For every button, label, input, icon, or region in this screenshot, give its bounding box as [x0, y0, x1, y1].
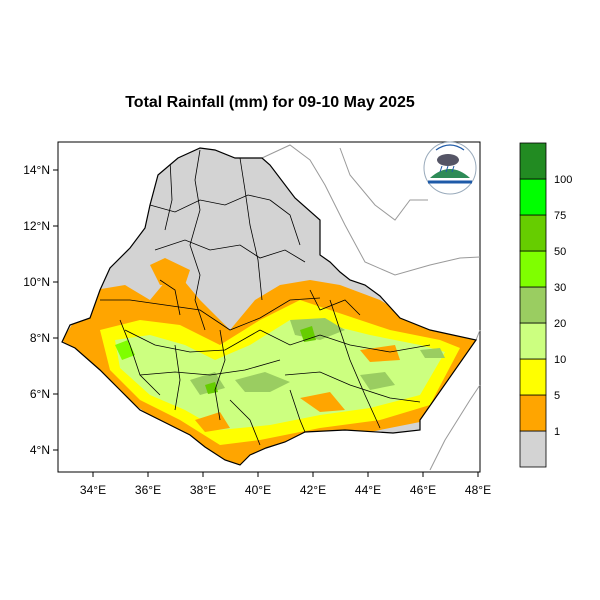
neighbor-borders — [261, 144, 481, 471]
colorbar-swatch — [519, 178, 547, 216]
colorbar-label: 75 — [554, 210, 566, 222]
colorbar-label: 30 — [554, 282, 566, 294]
lon-tick-label: 46°E — [410, 483, 436, 497]
country-border — [61, 147, 478, 466]
colorbar-label: 20 — [554, 318, 566, 330]
rainfall-colorbar: 1 5 10 20 30 50 75 100 — [519, 142, 572, 468]
colorbar-label: 10 — [554, 354, 566, 366]
colorbar-swatch — [519, 214, 547, 252]
lon-tick-label: 34°E — [80, 483, 106, 497]
colorbar-swatch — [519, 394, 547, 432]
lon-tick-label: 38°E — [190, 483, 216, 497]
lon-tick-label: 44°E — [355, 483, 381, 497]
lat-tick-label: 12°N — [23, 219, 50, 233]
lat-tick-label: 10°N — [23, 275, 50, 289]
longitude-axis: 34°E 36°E 38°E 40°E 42°E 44°E 46°E 48°E — [80, 472, 491, 497]
lat-tick-label: 4°N — [30, 443, 50, 457]
admin-boundaries — [100, 149, 431, 446]
colorbar-swatch — [519, 250, 547, 288]
lon-tick-label: 40°E — [245, 483, 271, 497]
colorbar-swatch — [519, 286, 547, 324]
colorbar-swatch — [519, 430, 547, 468]
lon-tick-label: 36°E — [135, 483, 161, 497]
meteorology-agency-logo — [423, 141, 477, 195]
colorbar-swatch — [519, 322, 547, 360]
latitude-axis: 14°N 12°N 10°N 8°N 6°N 4°N — [23, 163, 58, 457]
lat-tick-label: 8°N — [30, 331, 50, 345]
lat-tick-label: 6°N — [30, 387, 50, 401]
map-title: Total Rainfall (mm) for 09-10 May 2025 — [125, 94, 415, 111]
lat-tick-label: 14°N — [23, 163, 50, 177]
colorbar-label: 50 — [554, 246, 566, 258]
colorbar-label: 5 — [554, 390, 560, 402]
lon-tick-label: 48°E — [465, 483, 491, 497]
colorbar-swatch — [519, 358, 547, 396]
colorbar-label: 1 — [554, 426, 560, 438]
colorbar-label: 100 — [554, 174, 572, 186]
lon-tick-label: 42°E — [300, 483, 326, 497]
colorbar-swatch — [519, 142, 547, 180]
